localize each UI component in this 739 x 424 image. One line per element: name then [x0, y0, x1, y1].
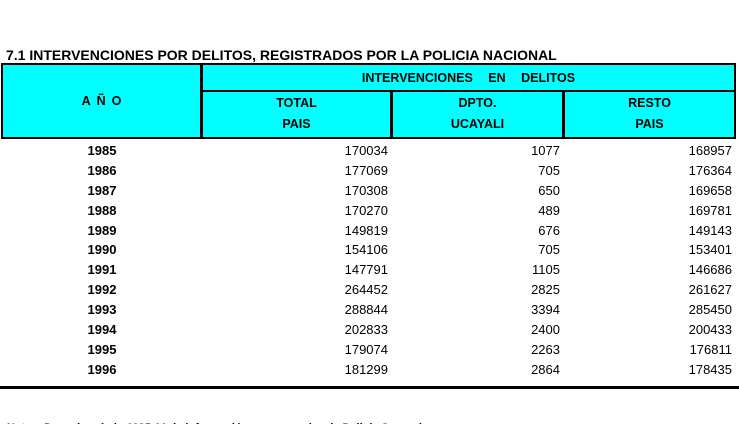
resto-pais-cell: 261627 [688, 282, 732, 298]
resto-pais-cell: 169781 [688, 202, 732, 218]
bottom-rule [0, 386, 739, 389]
table-row: 1993 288844 3394 285450 [1, 300, 736, 320]
total-pais-cell: 288844 [344, 302, 388, 318]
table-row: 1990 154106 705 153401 [1, 240, 736, 260]
group-header: INTERVENCIONES EN DELITOS [203, 65, 734, 92]
year-cell: 1992 [87, 282, 117, 298]
table-row: 1994 202833 2400 200433 [1, 320, 736, 340]
table-header: AÑO INTERVENCIONES EN DELITOS TOTAL PAIS… [1, 63, 736, 139]
column-header-resto-pais-line1: RESTO [628, 96, 671, 110]
total-pais-cell: 154106 [344, 242, 388, 258]
values-header-group: INTERVENCIONES EN DELITOS TOTAL PAIS DPT… [203, 65, 734, 137]
dpto-ucayali-cell: 1077 [531, 143, 560, 158]
year-cell: 1985 [87, 143, 117, 158]
resto-pais-cell: 178435 [688, 361, 732, 377]
dpto-ucayali-cell: 650 [538, 182, 560, 198]
table-row: 1987 170308 650 169658 [1, 181, 736, 201]
year-cell: 1994 [87, 322, 117, 338]
total-pais-cell: 177069 [344, 162, 388, 178]
dpto-ucayali-cell: 489 [538, 202, 560, 218]
year-cell: 1989 [87, 222, 117, 238]
column-header-dpto-ucayali-line1: DPTO. [458, 96, 497, 110]
table-row: 1995 179074 2263 176811 [1, 340, 736, 360]
resto-pais-cell: 176364 [688, 162, 732, 178]
table-row: 1992 264452 2825 261627 [1, 280, 736, 300]
page-title-line1: 7.1 INTERVENCIONES POR DELITOS, REGISTRA… [6, 47, 557, 63]
column-header-total-pais-line2: PAIS [282, 117, 311, 131]
dpto-ucayali-cell: 3394 [531, 302, 560, 318]
year-cell: 1991 [87, 262, 117, 278]
table-row: 1986 177069 705 176364 [1, 161, 736, 181]
resto-pais-cell: 285450 [688, 302, 732, 318]
column-header-dpto-ucayali-line2: UCAYALI [450, 117, 505, 131]
total-pais-cell: 170034 [344, 143, 388, 158]
table-row: 1989 149819 676 149143 [1, 221, 736, 241]
total-pais-cell: 147791 [344, 262, 388, 278]
table-row: 1996 181299 2864 178435 [1, 360, 736, 380]
year-column-header-label: AÑO [81, 94, 128, 108]
dpto-ucayali-cell: 2263 [531, 341, 560, 357]
column-header-resto-pais: RESTO PAIS [565, 92, 734, 137]
year-cell: 1987 [87, 182, 117, 198]
sub-headers-row: TOTAL PAIS DPTO. UCAYALI RESTO PAIS [203, 92, 734, 137]
total-pais-cell: 181299 [344, 361, 388, 377]
resto-pais-cell: 146686 [688, 262, 732, 278]
total-pais-cell: 264452 [344, 282, 388, 298]
table-row: 1991 147791 1105 146686 [1, 260, 736, 280]
total-pais-cell: 202833 [344, 322, 388, 338]
year-cell: 1990 [87, 242, 117, 258]
column-header-total-pais-line1: TOTAL [276, 96, 317, 110]
resto-pais-cell: 168957 [688, 143, 732, 158]
year-cell: 1986 [87, 162, 117, 178]
dpto-ucayali-cell: 2825 [531, 282, 560, 298]
dpto-ucayali-cell: 676 [538, 222, 560, 238]
resto-pais-cell: 176811 [689, 341, 732, 357]
table-row: 1985 170034 1077 168957 [1, 141, 736, 161]
year-column-header: AÑO [3, 65, 203, 137]
column-header-total-pais: TOTAL PAIS [203, 92, 393, 137]
column-header-dpto-ucayali: DPTO. UCAYALI [393, 92, 565, 137]
total-pais-cell: 179074 [344, 341, 388, 357]
table-body: 1985 170034 1077 168957 1986 177069 705 … [1, 141, 736, 380]
year-cell: 1988 [87, 202, 117, 218]
year-cell: 1995 [87, 341, 117, 357]
group-header-label: INTERVENCIONES EN DELITOS [361, 70, 576, 85]
dpto-ucayali-cell: 1105 [532, 262, 560, 278]
total-pais-cell: 149819 [344, 222, 388, 238]
resto-pais-cell: 149143 [688, 222, 732, 238]
year-cell: 1996 [87, 361, 117, 377]
dpto-ucayali-cell: 705 [538, 162, 560, 178]
dpto-ucayali-cell: 2864 [531, 361, 560, 377]
year-cell: 1993 [87, 302, 117, 318]
column-header-resto-pais-line2: PAIS [635, 117, 664, 131]
resto-pais-cell: 200433 [688, 322, 732, 338]
total-pais-cell: 170270 [344, 202, 388, 218]
total-pais-cell: 170308 [344, 182, 388, 198]
dpto-ucayali-cell: 2400 [531, 322, 560, 338]
resto-pais-cell: 169658 [688, 182, 732, 198]
table-row: 1988 170270 489 169781 [1, 201, 736, 221]
dpto-ucayali-cell: 705 [538, 242, 560, 258]
footnotes: Nota : Para el período 1985-91, la infor… [6, 391, 421, 424]
resto-pais-cell: 153401 [688, 242, 732, 258]
note-line: Nota : Para el período 1985-91, la infor… [6, 421, 421, 424]
